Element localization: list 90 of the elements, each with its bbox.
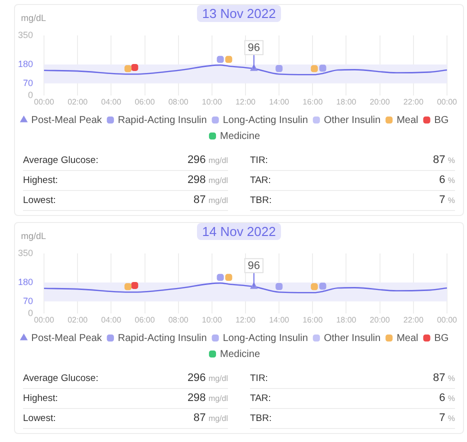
legend-label: Medicine: [220, 130, 260, 142]
x-tick-label: 00:00: [34, 315, 55, 324]
legend-label: Rapid-Acting Insulin: [118, 114, 207, 126]
x-tick-label: 00:00: [436, 315, 458, 324]
x-tick-label: 04:00: [101, 315, 122, 324]
text: Average Glucose:: [23, 372, 98, 386]
text: 6: [439, 174, 446, 186]
text: 298: [187, 174, 206, 186]
text: Average Glucose:: [23, 154, 98, 168]
text: 87: [432, 154, 446, 166]
x-tick-label: 20:00: [370, 315, 390, 324]
x-tick-label: 20:00: [370, 97, 390, 106]
text: 87: [194, 412, 206, 424]
text: 87: [432, 372, 446, 384]
text: %: [448, 196, 455, 205]
text: 296: [187, 372, 206, 384]
x-tick-label: 14:00: [269, 97, 290, 106]
y-tick-label: 350: [18, 248, 34, 258]
legend-label: Rapid-Acting Insulin: [118, 332, 207, 344]
x-tick-label: 06:00: [134, 315, 156, 324]
text: Lowest:: [23, 412, 56, 426]
x-tick-label: 02:00: [68, 97, 88, 106]
y-axis-title: mg/dL: [21, 231, 46, 241]
text: TBR:: [250, 194, 272, 208]
x-tick-label: 04:00: [101, 97, 122, 106]
x-tick-label: 02:00: [68, 315, 88, 324]
text: TAR:: [250, 174, 271, 188]
y-tick-label: 70: [23, 78, 34, 88]
legend-label: Meal: [396, 114, 418, 126]
x-tick-label: 16:00: [302, 97, 324, 106]
text: %: [448, 176, 455, 185]
text: Highest:: [23, 392, 58, 406]
text: 7: [439, 194, 446, 206]
x-tick-label: 18:00: [336, 315, 357, 324]
text: Highest:: [23, 174, 58, 188]
text: mg/dl: [208, 394, 228, 403]
text: %: [448, 156, 455, 165]
chart-title: 13 Nov 2022: [197, 5, 281, 22]
y-tick-label: 350: [18, 30, 34, 40]
text: 6: [439, 392, 446, 404]
legend-label: Other Insulin: [324, 114, 381, 126]
chart-title: 14 Nov 2022: [197, 223, 281, 240]
legend-label: Long-Acting Insulin: [222, 332, 308, 344]
text: mg/dl: [208, 374, 228, 383]
annotation: 96: [248, 42, 260, 54]
legend-label: BG: [434, 332, 449, 344]
x-tick-label: 12:00: [235, 97, 256, 106]
text: TIR:: [250, 154, 268, 168]
x-tick-label: 22:00: [403, 315, 424, 324]
text: mg/dl: [208, 156, 228, 165]
text: TIR:: [250, 372, 268, 386]
text: Lowest:: [23, 194, 56, 208]
y-axis-title: mg/dL: [21, 13, 46, 23]
y-tick-label: 180: [18, 59, 34, 70]
x-tick-label: 10:00: [202, 315, 222, 324]
x-tick-label: 14:00: [269, 315, 290, 324]
x-tick-label: 18:00: [336, 97, 357, 106]
x-tick-label: 12:00: [235, 315, 256, 324]
x-tick-label: 06:00: [134, 97, 156, 106]
y-tick-label: 180: [18, 277, 34, 288]
text: %: [448, 414, 455, 423]
legend-label: Post-Meal Peak: [31, 332, 103, 344]
text: mg/dl: [208, 176, 228, 185]
legend-label: Medicine: [220, 348, 260, 360]
legend-label: Long-Acting Insulin: [222, 114, 308, 126]
text: %: [448, 374, 455, 383]
x-tick-label: 00:00: [436, 97, 458, 106]
text: TBR:: [250, 412, 272, 426]
text: 298: [187, 392, 206, 404]
y-tick-label: 0: [28, 308, 34, 318]
legend-label: BG: [434, 114, 449, 126]
x-tick-label: 10:00: [202, 97, 222, 106]
legend-label: Post-Meal Peak: [31, 114, 103, 126]
x-tick-label: 22:00: [403, 97, 424, 106]
text: 296: [187, 154, 206, 166]
text: mg/dl: [208, 196, 228, 205]
x-tick-label: 08:00: [168, 315, 189, 324]
legend-label: Other Insulin: [324, 332, 381, 344]
y-tick-label: 0: [28, 90, 34, 100]
text: TAR:: [250, 392, 271, 406]
x-tick-label: 00:00: [34, 97, 55, 106]
text: 7: [439, 412, 446, 424]
annotation: 96: [248, 260, 260, 272]
text: %: [448, 394, 455, 403]
text: 87: [194, 194, 206, 206]
y-tick-label: 70: [23, 296, 34, 306]
legend-label: Meal: [396, 332, 418, 344]
text: mg/dl: [208, 414, 228, 423]
x-tick-label: 08:00: [168, 97, 189, 106]
x-tick-label: 16:00: [302, 315, 324, 324]
